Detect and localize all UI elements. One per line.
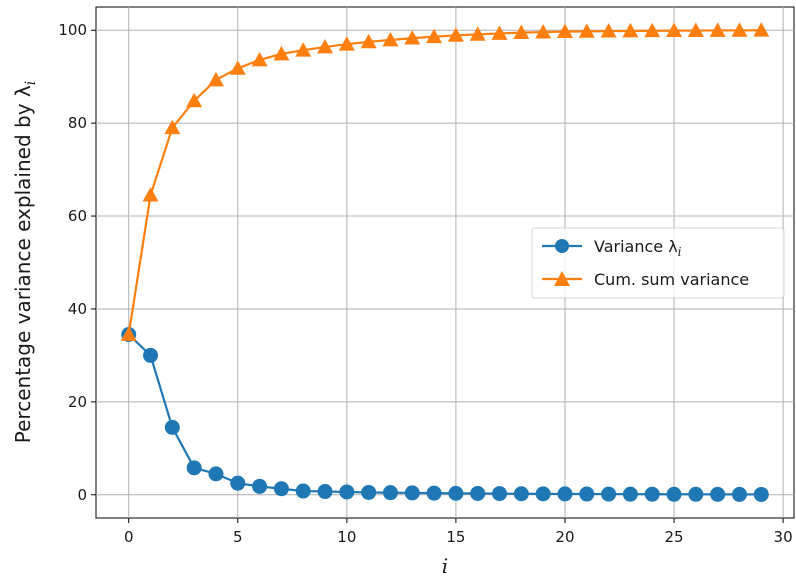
data-point: [448, 485, 464, 501]
legend: Variance λi Cum. sum variance: [531, 227, 785, 299]
data-point: [491, 25, 508, 40]
data-point: [753, 22, 770, 37]
data-point: [143, 347, 159, 363]
x-tick-label: 10: [337, 528, 356, 546]
y-ticks: 0 20 40 60 80 100: [58, 21, 96, 504]
x-tick-label: 15: [446, 528, 465, 546]
data-point: [513, 486, 529, 502]
data-point: [557, 486, 573, 502]
y-tick-label: 100: [58, 21, 87, 39]
data-point: [710, 486, 726, 502]
data-point: [709, 22, 726, 37]
data-point: [535, 486, 551, 502]
y-tick-label: 40: [68, 300, 87, 318]
data-point: [644, 22, 661, 38]
x-tick-label: 0: [124, 528, 134, 546]
data-point: [164, 119, 181, 135]
y-tick-label: 60: [68, 207, 87, 225]
x-ticks: 0 5 10 15 20 25 30: [124, 518, 793, 546]
data-point: [666, 486, 682, 502]
data-point: [687, 22, 704, 37]
y-axis-label: Percentage variance explained by λi: [11, 81, 39, 443]
data-point: [295, 483, 311, 499]
x-tick-label: 25: [664, 528, 683, 546]
data-point: [273, 481, 289, 497]
data-point: [622, 486, 638, 502]
data-point: [622, 22, 639, 38]
x-tick-label: 30: [774, 528, 793, 546]
data-point: [469, 26, 486, 41]
legend-label-variance: Variance λi: [594, 237, 682, 259]
series-1: [120, 22, 770, 341]
data-point: [404, 485, 420, 501]
data-point: [186, 460, 202, 476]
data-point: [120, 326, 137, 341]
data-point: [382, 485, 398, 501]
data-point: [731, 486, 747, 502]
legend-label-variance-subscript: i: [678, 245, 682, 259]
data-point: [470, 485, 486, 501]
data-point: [600, 23, 617, 38]
data-point: [252, 478, 268, 494]
legend-marker-cumsum: [554, 271, 570, 286]
y-tick-label: 20: [68, 393, 87, 411]
data-point: [666, 22, 683, 38]
y-axis-label-text: Percentage variance explained by λ: [11, 85, 35, 443]
data-point: [295, 42, 312, 57]
y-tick-label: 80: [68, 114, 87, 132]
data-point: [317, 484, 333, 500]
data-point: [360, 33, 377, 49]
data-point: [207, 71, 224, 87]
data-point: [186, 92, 203, 108]
data-point: [361, 484, 377, 500]
x-axis-label: i: [442, 554, 448, 578]
data-point: [142, 187, 159, 202]
data-point: [731, 22, 748, 37]
data-point: [492, 486, 508, 502]
data-point: [644, 486, 660, 502]
data-point: [513, 24, 530, 39]
data-point: [556, 23, 573, 39]
data-point: [382, 31, 399, 47]
data-point: [404, 30, 421, 45]
legend-marker-variance: [555, 239, 569, 253]
data-point: [578, 23, 595, 38]
data-point: [601, 486, 617, 502]
data-point: [447, 27, 464, 42]
data-point: [688, 486, 704, 502]
data-point: [229, 60, 246, 75]
data-point: [426, 485, 442, 501]
data-point: [579, 486, 595, 502]
data-point: [339, 484, 355, 500]
data-point: [273, 45, 290, 61]
data-point: [426, 28, 443, 44]
data-point: [317, 38, 334, 54]
data-point: [338, 36, 355, 51]
data-point: [164, 419, 180, 435]
y-tick-label: 0: [77, 486, 87, 504]
series-layer: [120, 22, 770, 502]
x-tick-label: 5: [233, 528, 243, 546]
data-point: [753, 486, 769, 502]
data-point: [535, 24, 552, 39]
series-0: [121, 327, 769, 502]
grid: [96, 7, 794, 518]
data-point: [208, 466, 224, 482]
data-point: [251, 51, 268, 67]
legend-label-cumsum: Cum. sum variance: [594, 270, 749, 289]
y-axis-label-subscript: i: [23, 81, 39, 85]
legend-box: [531, 227, 785, 299]
x-tick-label: 20: [555, 528, 574, 546]
legend-label-variance-text: Variance λ: [594, 237, 678, 256]
data-point: [230, 475, 246, 491]
